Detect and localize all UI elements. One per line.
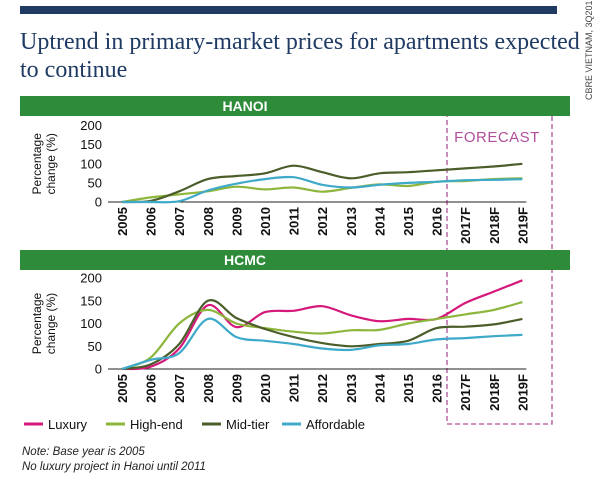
hanoi-y-tick: 0 xyxy=(95,195,102,210)
hcmc-y-tick: 50 xyxy=(88,339,102,354)
hanoi-series-affordable xyxy=(121,175,523,204)
legend-label-midtier: Mid-tier xyxy=(226,417,270,432)
hanoi-y-axis-label: Percentagechange (%) xyxy=(30,133,58,195)
hanoi-header-label: HANOI xyxy=(222,98,267,114)
hanoi-x-tick: 2005 xyxy=(115,207,130,236)
legend-label-highend: High-end xyxy=(130,417,183,432)
hcmc-x-tick: 2015 xyxy=(401,374,416,403)
hcmc-series-midtier xyxy=(121,299,523,371)
hcmc-y-tick: 100 xyxy=(80,316,102,331)
hanoi-x-tick: 2012 xyxy=(315,207,330,236)
chart-notes: Note: Base year is 2005 No luxury projec… xyxy=(22,445,206,475)
hcmc-y-tick: 200 xyxy=(80,271,102,286)
note-luxury-hanoi: No luxury project in Hanoi until 2011 xyxy=(22,461,206,473)
hanoi-x-tick: 2010 xyxy=(258,207,273,236)
hcmc-header-label: HCMC xyxy=(224,252,266,268)
hcmc-x-tick: 2006 xyxy=(144,374,159,403)
hanoi-x-tick: 2013 xyxy=(344,207,359,236)
hanoi-y-tick: 100 xyxy=(80,156,102,171)
hcmc-series-highend xyxy=(121,301,523,371)
hanoi-x-tick: 2019F xyxy=(515,207,530,244)
hcmc-x-tick: 2011 xyxy=(287,374,302,402)
hanoi-y-tick: 200 xyxy=(80,118,102,133)
hanoi-x-tick: 2008 xyxy=(201,207,216,236)
hcmc-panel: HCMC 0 50 100 150 200 2005 2006 2007 2008 2009 2010… xyxy=(20,250,570,411)
hanoi-x-tick: 2011 xyxy=(287,207,302,235)
hanoi-x-tick: 2009 xyxy=(229,207,244,236)
hanoi-x-tick: 2015 xyxy=(401,207,416,236)
hanoi-x-tick: 2017F xyxy=(458,207,473,244)
forecast-label: FORECAST xyxy=(454,129,540,146)
hcmc-x-tick: 2016 xyxy=(430,374,445,403)
chart-title: Uptrend in primary-market prices for apa… xyxy=(20,29,580,83)
hanoi-x-tick: 2007 xyxy=(172,207,187,236)
hcmc-x-tick: 2010 xyxy=(258,374,273,403)
hcmc-header-band xyxy=(20,250,570,270)
hanoi-header-band xyxy=(20,96,570,116)
hcmc-x-tick: 2018F xyxy=(487,374,502,411)
hcmc-x-tick: 2019F xyxy=(515,374,530,411)
hcmc-y-tick: 0 xyxy=(95,362,102,377)
hcmc-x-tick: 2014 xyxy=(372,373,387,403)
hcmc-y-axis-label: Percentagechange (%) xyxy=(30,292,58,354)
top-accent-bar xyxy=(20,6,557,14)
hcmc-series-luxury xyxy=(121,279,523,371)
legend-label-affordable: Affordable xyxy=(306,417,365,432)
hanoi-series-midtier xyxy=(121,162,523,204)
hanoi-x-tick: 2016 xyxy=(430,207,445,236)
hcmc-series-affordable xyxy=(121,317,523,371)
hcmc-x-tick: 2009 xyxy=(229,374,244,403)
legend-label-luxury: Luxury xyxy=(48,417,88,432)
hcmc-x-tick: 2005 xyxy=(115,374,130,403)
hcmc-x-tick: 2013 xyxy=(344,374,359,403)
hanoi-x-tick: 2018F xyxy=(487,207,502,244)
hcmc-x-tick: 2012 xyxy=(315,374,330,403)
hanoi-x-tick: 2006 xyxy=(144,207,159,236)
hcmc-x-tick: 2008 xyxy=(201,374,216,403)
hcmc-x-tick: 2017F xyxy=(458,374,473,411)
hanoi-y-tick: 50 xyxy=(88,175,102,190)
hanoi-panel: HANOI 0 50 100 150 200 2005 2006 2007 2008 2009 201… xyxy=(20,96,570,244)
hcmc-x-tick: 2007 xyxy=(172,374,187,403)
note-base-year: Note: Base year is 2005 xyxy=(22,446,145,458)
hcmc-y-tick: 150 xyxy=(80,293,102,308)
hanoi-y-tick: 150 xyxy=(80,137,102,152)
hanoi-x-tick: 2014 xyxy=(372,206,387,236)
